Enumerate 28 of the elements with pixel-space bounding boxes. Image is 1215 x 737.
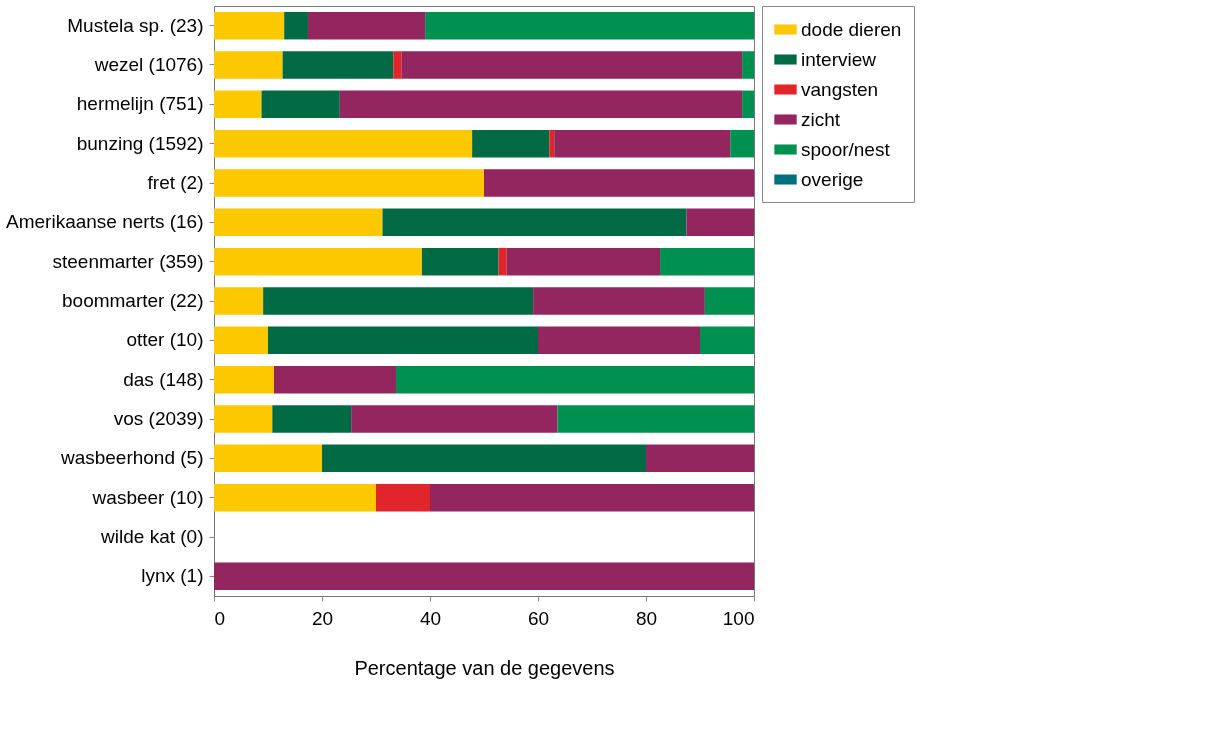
legend-label: zicht: [801, 108, 841, 130]
y-tick-label: hermelijn (751): [76, 93, 204, 115]
legend-label: vangsten: [801, 78, 879, 100]
x-tick-label: 20: [311, 607, 334, 629]
y-tick-label: wezel (1076): [93, 54, 204, 75]
x-tick-label: 80: [635, 607, 658, 629]
y-tick-label: steenmarter (359): [52, 250, 204, 272]
y-tick-label: otter (10): [126, 329, 204, 351]
legend-label: dode dieren: [801, 18, 902, 40]
x-tick-label: 40: [419, 607, 442, 629]
x-tick-label: 100: [722, 607, 755, 629]
legend-label: overige: [801, 168, 864, 190]
y-tick-label: vos (2039): [113, 408, 204, 429]
x-axis-title: Percentage van de gegevens: [354, 656, 615, 679]
y-tick-label: wasbeerhond (5): [59, 447, 204, 469]
y-tick-label: bunzing (1592): [76, 132, 204, 154]
y-tick-label: wasbeer (10): [91, 486, 204, 508]
y-tick-label: fret (2): [147, 172, 204, 193]
y-tick-label: das (148): [123, 368, 204, 390]
x-tick-label: 0: [214, 607, 226, 629]
y-tick-label: wilde kat (0): [100, 526, 204, 547]
x-tick-label: 60: [527, 607, 550, 629]
y-tick-label: boommarter (22): [62, 290, 204, 311]
legend-label: interview: [801, 48, 877, 70]
legend-label: spoor/nest: [801, 138, 891, 160]
y-tick-label: lynx (1): [141, 565, 204, 587]
y-tick-label: Mustela sp. (23): [67, 14, 204, 36]
y-tick-label: Amerikaanse nerts (16): [6, 211, 204, 233]
